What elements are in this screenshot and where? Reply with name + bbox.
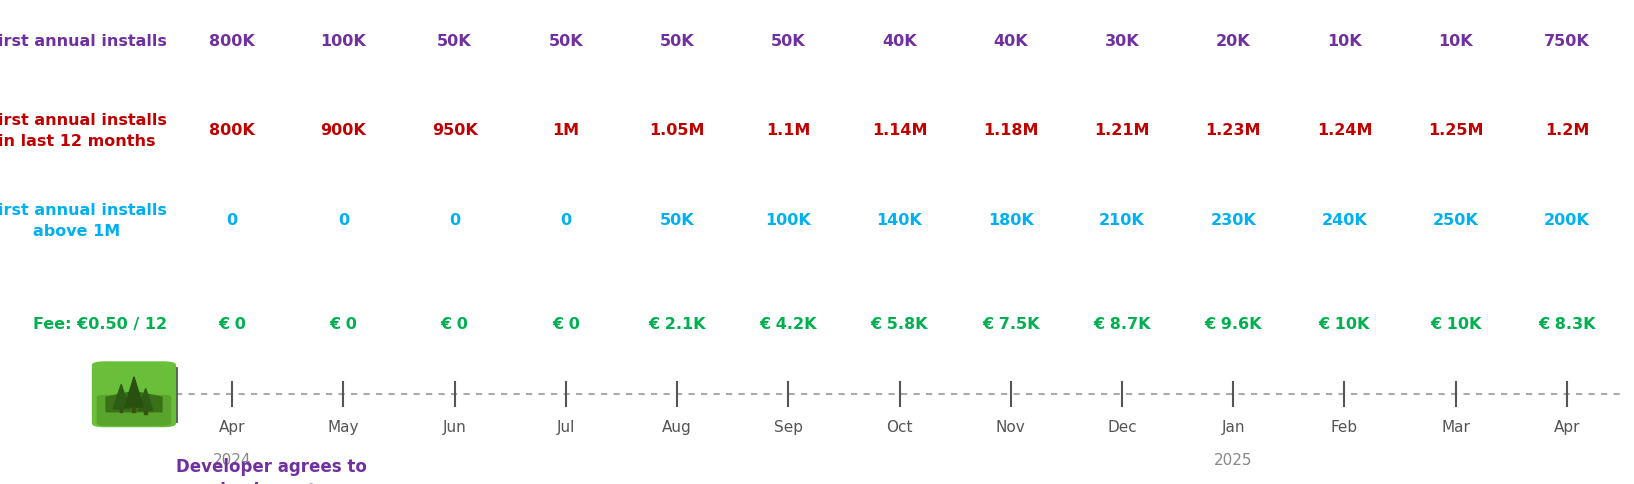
Polygon shape [124, 377, 144, 407]
Text: First annual installs
in last 12 months: First annual installs in last 12 months [0, 113, 167, 149]
Text: 1M: 1M [552, 123, 580, 138]
Text: € 7.5K: € 7.5K [982, 317, 1039, 332]
Text: 2024: 2024 [212, 453, 252, 468]
Text: € 9.6K: € 9.6K [1204, 317, 1261, 332]
Text: 0: 0 [338, 213, 350, 227]
Text: € 10K: € 10K [1430, 317, 1482, 332]
Text: 100K: 100K [320, 34, 366, 48]
Text: 20K: 20K [1216, 34, 1250, 48]
Text: 240K: 240K [1322, 213, 1368, 227]
Text: 1.2M: 1.2M [1544, 123, 1590, 138]
Text: 140K: 140K [877, 213, 922, 227]
Polygon shape [132, 407, 136, 412]
Text: Apr: Apr [1554, 419, 1580, 434]
Text: 800K: 800K [209, 34, 255, 48]
Text: 230K: 230K [1211, 213, 1257, 227]
Text: 50K: 50K [660, 213, 694, 227]
Text: 1.25M: 1.25M [1428, 123, 1484, 138]
Text: € 0: € 0 [219, 317, 247, 332]
Text: 250K: 250K [1433, 213, 1479, 227]
Text: 900K: 900K [320, 123, 366, 138]
Polygon shape [144, 411, 147, 414]
Text: 40K: 40K [993, 34, 1028, 48]
Text: Nov: Nov [995, 419, 1026, 434]
Polygon shape [119, 409, 123, 413]
Text: Jul: Jul [557, 419, 575, 434]
FancyBboxPatch shape [92, 362, 176, 427]
Polygon shape [113, 385, 129, 409]
Text: 1.14M: 1.14M [873, 123, 926, 138]
Text: 210K: 210K [1100, 213, 1145, 227]
Text: 1.24M: 1.24M [1317, 123, 1373, 138]
Text: 800K: 800K [209, 123, 255, 138]
Text: 1.05M: 1.05M [649, 123, 704, 138]
Text: 100K: 100K [765, 213, 810, 227]
Text: Aug: Aug [662, 419, 691, 434]
Text: € 2.1K: € 2.1K [649, 317, 706, 332]
Text: € 4.2K: € 4.2K [760, 317, 817, 332]
Text: First annual installs: First annual installs [0, 34, 167, 48]
Text: 50K: 50K [660, 34, 694, 48]
Text: 180K: 180K [989, 213, 1034, 227]
Text: Developer agrees to
new business terms: Developer agrees to new business terms [176, 457, 368, 484]
Text: 50K: 50K [771, 34, 806, 48]
Text: Mar: Mar [1441, 419, 1471, 434]
Text: € 8.7K: € 8.7K [1093, 317, 1150, 332]
Text: Jun: Jun [443, 419, 466, 434]
Text: 0: 0 [227, 213, 237, 227]
Polygon shape [139, 389, 154, 411]
Text: Feb: Feb [1332, 419, 1358, 434]
FancyBboxPatch shape [96, 395, 172, 426]
Text: € 0: € 0 [330, 317, 358, 332]
Text: Sep: Sep [775, 419, 802, 434]
Text: 1.18M: 1.18M [984, 123, 1039, 138]
Text: € 5.8K: € 5.8K [871, 317, 928, 332]
Text: 1.21M: 1.21M [1095, 123, 1150, 138]
Text: 50K: 50K [549, 34, 583, 48]
Text: 1.23M: 1.23M [1206, 123, 1261, 138]
Text: Fee: €0.50 / 12: Fee: €0.50 / 12 [33, 317, 167, 332]
Text: 0: 0 [560, 213, 572, 227]
Text: 2025: 2025 [1214, 453, 1253, 468]
Text: € 0: € 0 [552, 317, 580, 332]
Text: May: May [327, 419, 359, 434]
Text: € 8.3K: € 8.3K [1538, 317, 1596, 332]
Text: 50K: 50K [438, 34, 472, 48]
Text: 40K: 40K [882, 34, 917, 48]
Text: 200K: 200K [1544, 213, 1590, 227]
Text: 950K: 950K [431, 123, 477, 138]
Text: 1.1M: 1.1M [766, 123, 810, 138]
Text: 10K: 10K [1438, 34, 1472, 48]
Text: Apr: Apr [219, 419, 245, 434]
Text: First annual installs
above 1M: First annual installs above 1M [0, 202, 167, 238]
Text: Jan: Jan [1222, 419, 1245, 434]
Text: Oct: Oct [886, 419, 913, 434]
Text: 30K: 30K [1105, 34, 1139, 48]
Polygon shape [106, 392, 162, 412]
Text: € 10K: € 10K [1319, 317, 1371, 332]
Text: 0: 0 [449, 213, 461, 227]
Text: Dec: Dec [1108, 419, 1137, 434]
Text: 750K: 750K [1544, 34, 1590, 48]
Text: 10K: 10K [1327, 34, 1361, 48]
Text: € 0: € 0 [441, 317, 469, 332]
